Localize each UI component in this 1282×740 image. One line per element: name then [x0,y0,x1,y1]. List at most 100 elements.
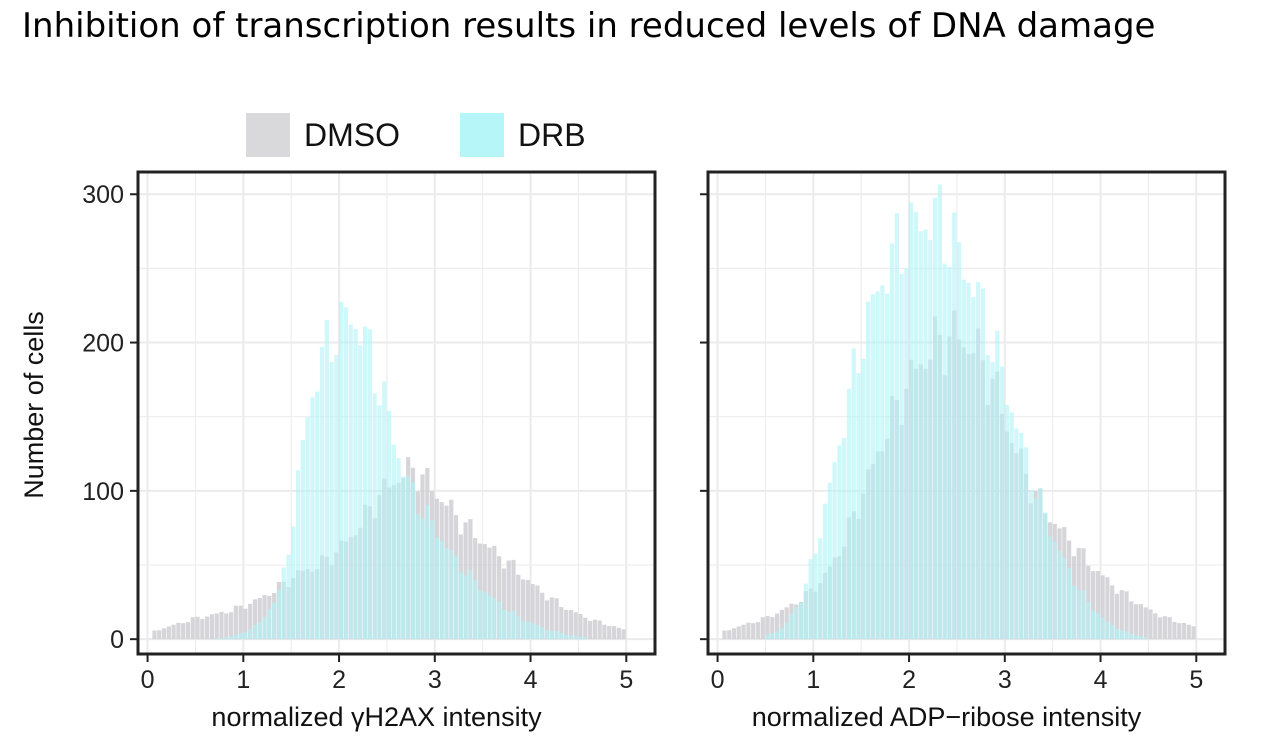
bar-dmso-1 [1134,604,1139,640]
legend-item-dmso: DMSO [246,113,400,157]
y-tick-label-0: 0 [110,626,124,654]
bar-drb-1 [813,553,818,640]
bar-drb-0 [248,629,253,640]
bar-dmso-0 [540,592,545,640]
bar-drb-1 [808,558,813,640]
bar-drb-1 [904,268,909,640]
bar-drb-0 [583,637,588,640]
bar-drb-0 [228,636,234,640]
bar-drb-0 [497,601,502,640]
bar-dmso-1 [1090,571,1096,640]
bar-drb-1 [837,445,842,640]
bar-drb-0 [295,470,301,640]
bar-dmso-0 [607,625,612,640]
bar-dmso-1 [1129,601,1134,640]
bar-drb-0 [453,555,459,640]
bar-drb-1 [966,282,971,640]
bar-dmso-0 [152,630,157,640]
bar-dmso-1 [741,624,746,640]
bar-dmso-0 [200,618,205,640]
bar-drb-1 [1090,611,1096,640]
bar-dmso-0 [554,598,559,640]
bar-drb-0 [401,476,406,640]
panel-border-1 [706,170,1227,656]
bar-dmso-0 [205,616,210,640]
bar-dmso-0 [583,617,588,640]
bar-drb-1 [1004,405,1009,640]
bar-dmso-0 [592,619,597,640]
y-tick-label-0: 200 [82,330,124,358]
bar-drb-1 [832,462,837,640]
bar-drb-0 [540,627,545,640]
bar-drb-1 [909,202,914,640]
bar-drb-1 [928,240,933,640]
x-tick-label-1: 5 [1189,666,1203,694]
bar-drb-1 [889,243,895,640]
bar-dmso-0 [185,622,191,640]
bar-dmso-0 [516,574,521,640]
bar-drb-0 [300,439,305,640]
bar-drb-1 [770,633,775,640]
bar-dmso-1 [760,617,765,640]
bar-drb-0 [425,504,430,640]
bar-drb-0 [343,307,349,640]
bar-dmso-0 [520,579,526,640]
bar-dmso-0 [544,600,550,640]
bar-drb-0 [324,319,329,640]
bar-drb-1 [1071,585,1077,640]
bar-dmso-0 [621,629,626,640]
bar-drb-1 [856,373,861,640]
bar-drb-1 [1110,624,1115,640]
bar-drb-1 [1095,613,1100,640]
bar-drb-1 [961,279,966,640]
bar-drb-1 [784,622,789,640]
bar-dmso-1 [779,609,784,640]
bar-dmso-1 [1095,571,1100,640]
bar-dmso-1 [1177,623,1182,640]
bar-drb-0 [568,635,574,640]
bar-drb-1 [1033,498,1038,640]
x-tick-label-0: 3 [428,666,442,694]
x-tick-label-0: 1 [236,666,250,694]
y-axis-title-0: Number of cells [19,311,49,499]
bar-drb-0 [530,623,535,640]
bar-drb-1 [798,602,804,640]
x-tick-label-0: 0 [141,666,155,694]
bar-drb-1 [1009,412,1014,640]
bar-drb-0 [406,476,411,640]
bar-drb-0 [262,616,267,640]
bar-drb-1 [942,263,947,640]
bar-dmso-1 [1143,607,1148,640]
bar-drb-0 [243,632,248,640]
bar-drb-1 [1081,590,1086,640]
legend-item-drb: DRB [460,113,586,157]
bar-dmso-0 [195,616,200,640]
x-tick-label-1: 3 [998,666,1012,694]
bar-drb-1 [1019,432,1024,640]
bar-drb-0 [458,572,463,640]
bar-drb-1 [932,197,938,640]
bar-dmso-0 [252,599,258,640]
bar-drb-1 [1023,447,1029,640]
bar-drb-1 [976,282,981,640]
bar-dmso-0 [157,630,162,640]
bar-drb-1 [1100,617,1105,640]
bar-drb-1 [775,631,780,640]
bar-dmso-0 [564,609,569,640]
bar-drb-1 [1062,558,1067,640]
bar-drb-0 [477,590,483,640]
x-tick-label-1: 0 [711,666,725,694]
bar-dmso-1 [1114,593,1120,640]
bar-dmso-0 [616,627,621,640]
bar-dmso-1 [765,616,770,640]
x-tick-label-0: 2 [332,666,346,694]
bar-dmso-1 [736,626,741,640]
bar-drb-0 [473,580,478,640]
bar-drb-0 [535,625,540,640]
bar-drb-0 [410,482,416,640]
bar-drb-0 [257,622,262,640]
bar-drb-1 [1014,428,1019,640]
bar-dmso-1 [1100,575,1105,640]
bar-dmso-1 [770,617,775,640]
bar-drb-0 [319,346,325,640]
